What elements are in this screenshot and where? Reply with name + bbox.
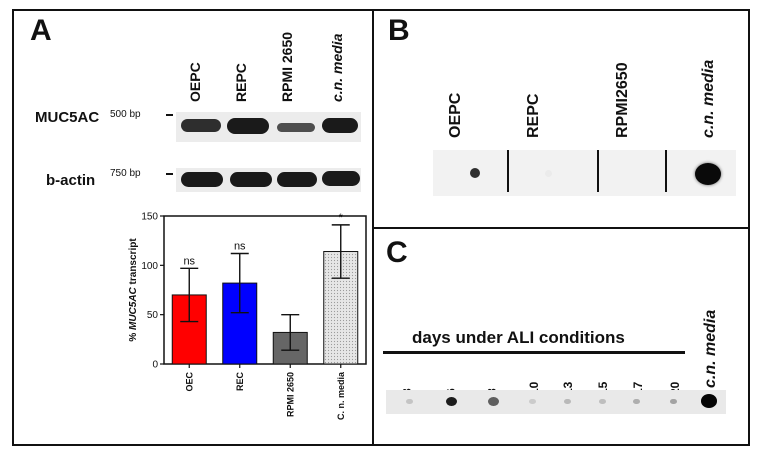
ali-dot-blot-spot — [528, 398, 536, 405]
dot-blot-spot — [470, 168, 480, 178]
gel-lane-label-rpmi: RPMI 2650 — [279, 31, 295, 102]
ali-dot-blot-spot — [598, 398, 606, 405]
gel-marker-tick — [166, 173, 173, 175]
y-tick-label: 0 — [152, 360, 158, 371]
ali-heading: days under ALI conditions — [412, 328, 625, 347]
lane-divider — [597, 150, 599, 192]
plot-frame — [163, 215, 367, 365]
gel-band — [277, 172, 317, 187]
ali-dot-blot-spot — [487, 396, 499, 406]
lane-divider — [507, 150, 509, 192]
y-axis-label: % MUC5AC transcript — [128, 238, 139, 342]
ali-dot-blot-spot — [563, 398, 571, 405]
gel-band — [277, 123, 315, 132]
dot-blot-lane-label-cn-media: c.n. media — [700, 59, 717, 138]
ali-dot-blot-spot — [632, 398, 640, 405]
panel-b-letter: B — [388, 14, 410, 47]
ali-dot-blot-spot — [701, 394, 717, 408]
ali-heading-underline — [383, 351, 685, 354]
x-tick-label: OEC — [184, 372, 194, 392]
dot-blot-membrane — [433, 150, 736, 196]
panel-b-frame — [372, 9, 750, 229]
gel-row-label-b-actin: b-actin — [46, 172, 96, 189]
dot-blot-lane-label-repc: REPC — [525, 93, 542, 138]
gel-band — [181, 172, 223, 187]
gel-band — [322, 118, 358, 133]
significance-label: ns — [234, 240, 246, 252]
muc5ac-bar-chart: 0 50 100 150 % MUC5AC transcript ns OEC ns REC RP… — [128, 212, 367, 420]
gel-row-label-muc5ac: MUC5AC — [35, 109, 100, 126]
dot-blot-spot — [544, 169, 552, 177]
ali-dot-blot-spot — [669, 398, 677, 405]
panel-c-frame — [372, 227, 750, 446]
x-tick-label: REC — [235, 372, 245, 392]
dot-blot-lane-label-rpmi: RPMI2650 — [614, 62, 631, 138]
gel-lane-label-repc: REPC — [233, 63, 249, 102]
gel-band — [227, 118, 269, 134]
y-tick-label: 50 — [147, 310, 159, 321]
ali-dot-blot-membrane — [386, 390, 726, 414]
panel-c-letter: C — [386, 236, 408, 269]
gel-marker-tick — [166, 114, 173, 116]
y-tick-label: 150 — [141, 212, 158, 223]
gel-band — [230, 172, 272, 187]
gel-band — [181, 119, 221, 132]
dot-blot-spot — [695, 163, 721, 186]
x-tick-label: RPMI 2650 — [285, 372, 295, 417]
dot-blot-lane-label-oepc: OEPC — [447, 92, 464, 138]
ali-dot-blot-spot — [405, 398, 413, 405]
lane-divider — [665, 150, 667, 192]
gel-lane-label-cn-media: c.n. media — [329, 33, 345, 102]
significance-label: ns — [183, 255, 195, 267]
gel-bp-marker-750: 750 bp — [110, 168, 141, 179]
panel-a-letter: A — [30, 14, 52, 47]
gel-bp-marker-500: 500 bp — [110, 109, 141, 120]
ali-lane-label-cn-media: c.n. media — [702, 309, 719, 388]
y-tick-label: 100 — [141, 261, 158, 272]
significance-label: * — [339, 212, 344, 224]
gel-lane-label-oepc: OEPC — [187, 62, 203, 102]
x-tick-label: C. n. media — [336, 371, 346, 420]
gel-band — [322, 171, 360, 186]
ali-dot-blot-spot — [445, 396, 457, 406]
